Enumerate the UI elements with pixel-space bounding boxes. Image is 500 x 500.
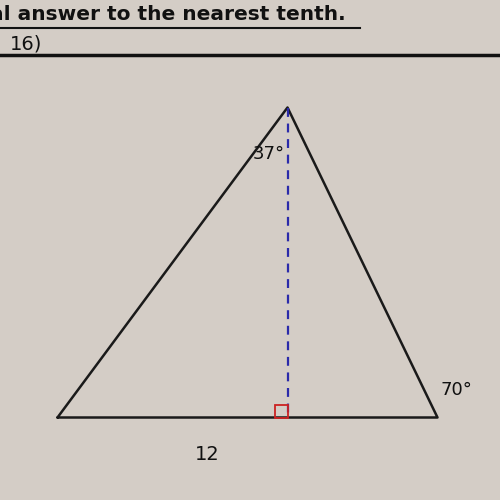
Text: 70°: 70° [440, 381, 472, 399]
Text: 12: 12 [195, 445, 220, 464]
Text: al answer to the nearest tenth.: al answer to the nearest tenth. [0, 5, 346, 24]
Text: 37°: 37° [253, 145, 285, 163]
Text: 16): 16) [10, 35, 42, 54]
